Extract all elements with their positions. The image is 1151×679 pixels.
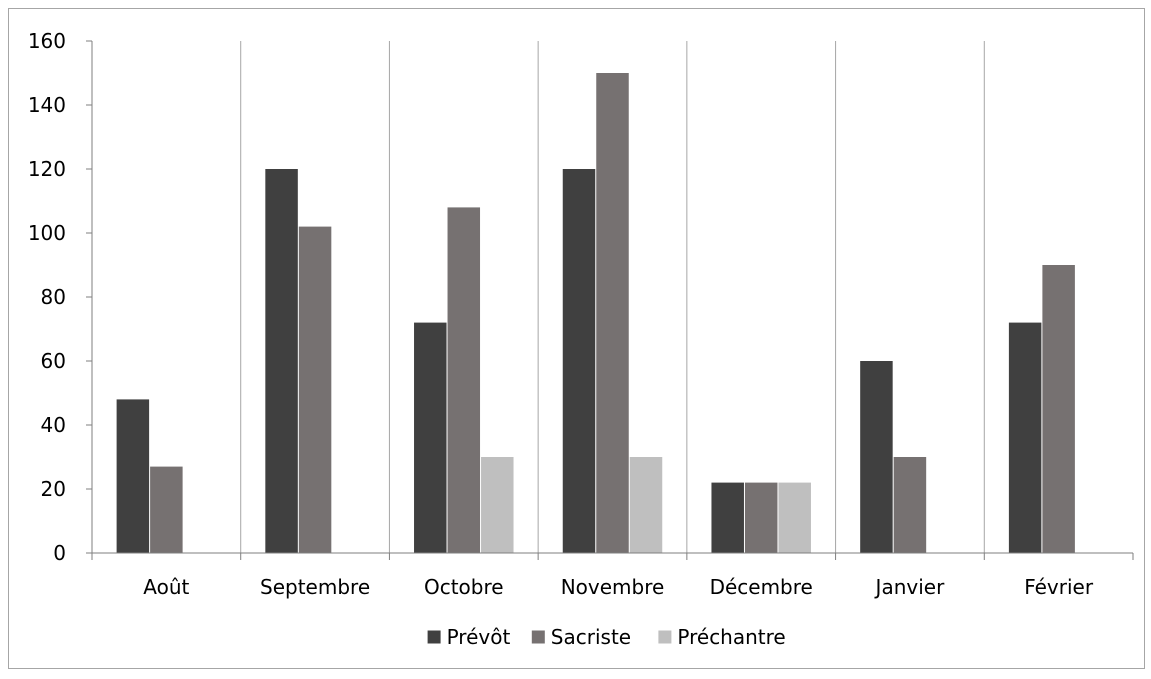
bar-prevot-5: [860, 361, 893, 553]
y-tick-label: 80: [41, 285, 66, 309]
x-axis-labels: Août Septembre Octobre Novembre Décembre Janv…: [143, 575, 1094, 599]
x-category-label: Janvier: [874, 575, 946, 599]
x-category-label: Février: [1024, 575, 1094, 599]
y-axis-ticks: 0 20 40 60 80 100 120 140 160: [28, 29, 66, 565]
legend: Prévôt Sacriste Préchantre: [427, 625, 786, 649]
bar-prevot-1: [265, 169, 298, 553]
gridlines: [240, 41, 985, 553]
legend-swatch-1: [531, 630, 545, 644]
bar-prevot-6: [1008, 322, 1042, 553]
x-category-label: Septembre: [260, 575, 370, 599]
y-tick-label: 0: [53, 541, 66, 565]
bar-prechantre-3: [629, 457, 663, 553]
bar-prechantre-2: [481, 457, 514, 553]
y-tick-label: 100: [28, 221, 66, 245]
x-category-label: Octobre: [424, 575, 504, 599]
bar-prevot-3: [562, 169, 596, 553]
bar-prevot-2: [414, 322, 447, 553]
bar-prechantre-4: [778, 482, 811, 553]
legend-swatch-2: [658, 630, 672, 644]
legend-label-1: Sacriste: [551, 625, 631, 649]
y-tick-label: 40: [41, 413, 66, 437]
bars: [116, 73, 1075, 553]
bar-prevot-4: [711, 482, 744, 553]
axes: [86, 40, 1134, 560]
bar-prevot-0: [116, 399, 150, 553]
y-tick-label: 20: [41, 477, 66, 501]
bar-sacriste-1: [298, 226, 332, 553]
x-category-label: Décembre: [710, 575, 813, 599]
y-tick-label: 140: [28, 93, 66, 117]
bar-sacriste-6: [1042, 265, 1075, 553]
legend-label-2: Préchantre: [677, 625, 785, 649]
bar-sacriste-0: [150, 466, 183, 553]
bar-sacriste-4: [744, 482, 778, 553]
bar-sacriste-3: [596, 73, 629, 553]
y-tick-label: 160: [28, 29, 66, 53]
legend-swatch-0: [427, 630, 441, 644]
legend-label-0: Prévôt: [447, 625, 511, 649]
y-tick-label: 60: [41, 349, 66, 373]
bar-sacriste-5: [893, 457, 927, 553]
y-tick-label: 120: [28, 157, 66, 181]
x-category-label: Août: [143, 575, 189, 599]
x-category-label: Novembre: [561, 575, 665, 599]
bar-sacriste-2: [447, 207, 481, 553]
